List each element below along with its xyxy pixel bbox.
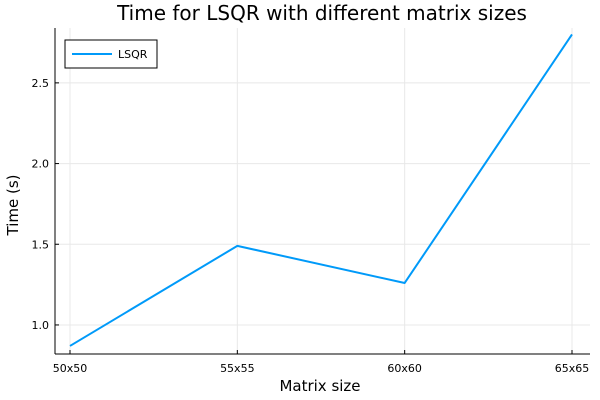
chart-title: Time for LSQR with different matrix size… xyxy=(116,1,527,25)
x-tick-label: 55x55 xyxy=(220,362,255,375)
series-line-lsqr xyxy=(69,33,573,347)
x-tick-label: 65x65 xyxy=(555,362,590,375)
series-lines xyxy=(69,33,573,347)
grid-lines xyxy=(55,28,590,354)
y-tick-label: 2.0 xyxy=(32,158,50,171)
legend: LSQR xyxy=(64,39,158,69)
y-axis-label: Time (s) xyxy=(4,175,22,237)
axes xyxy=(54,28,590,355)
legend-label: LSQR xyxy=(118,48,148,61)
y-tick-label: 1.5 xyxy=(32,238,50,251)
tick-labels: 50x50 55x55 60x60 65x65 1.0 1.5 2.0 2.5 xyxy=(32,77,590,375)
x-tick-label: 50x50 xyxy=(53,362,88,375)
x-axis-label: Matrix size xyxy=(279,377,360,395)
x-tick-label: 60x60 xyxy=(387,362,422,375)
y-tick-label: 2.5 xyxy=(32,77,50,90)
y-tick-label: 1.0 xyxy=(32,319,50,332)
